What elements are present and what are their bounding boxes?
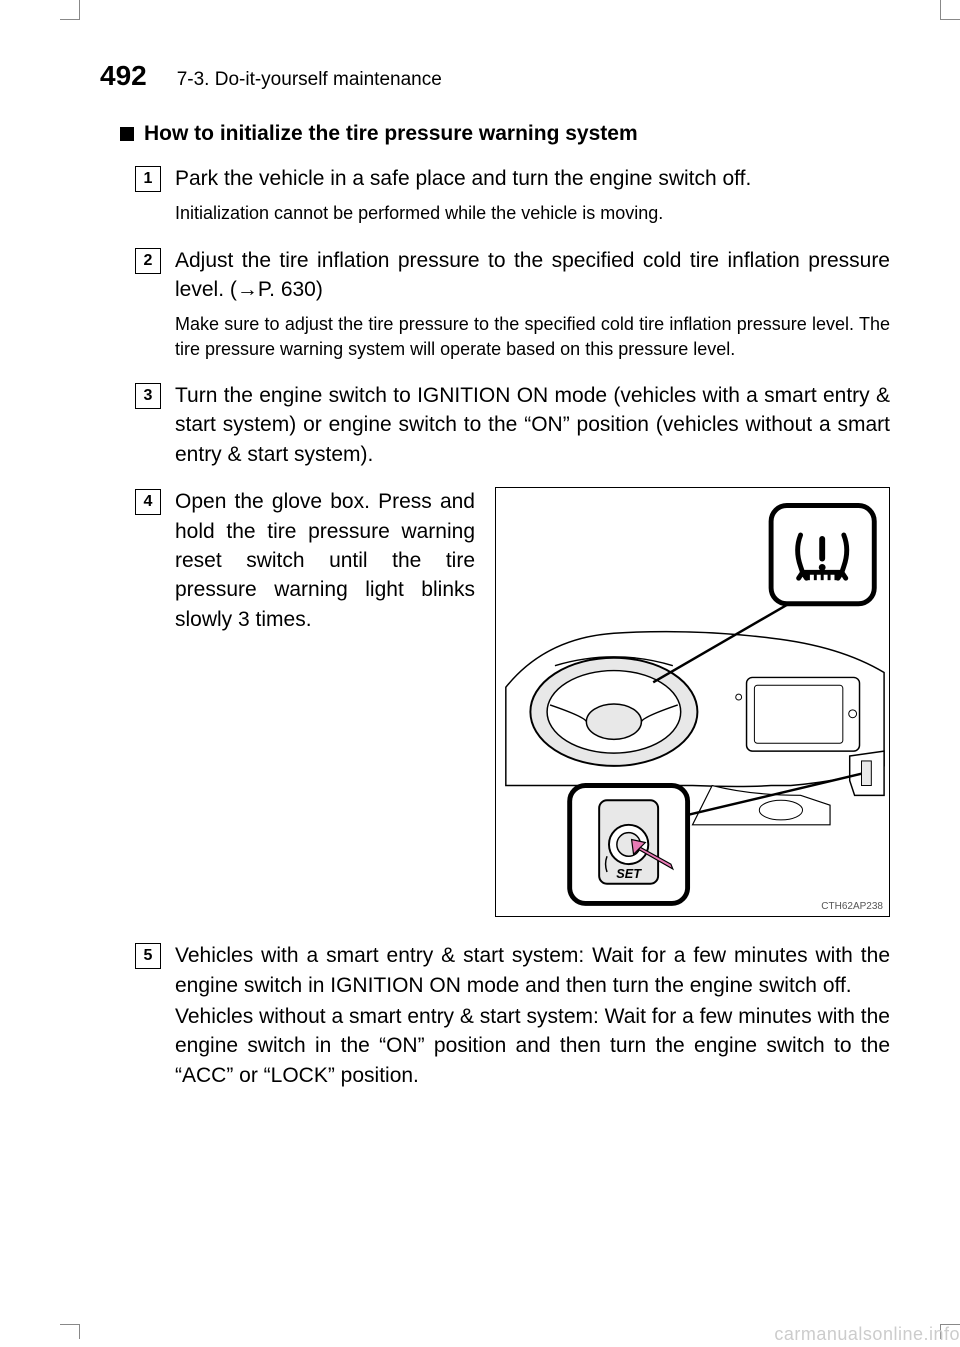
step-note: Initialization cannot be performed while… (175, 201, 890, 225)
step-2: 2 Adjust the tire inflation pressure to … (135, 246, 890, 375)
page-header: 492 7-3. Do-it-yourself maintenance (100, 60, 890, 92)
step-5: 5 Vehicles with a smart entry & start sy… (135, 941, 890, 1090)
square-bullet-icon (120, 127, 134, 141)
step-number-box: 1 (135, 166, 161, 192)
step-text: Vehicles without a smart entry & start s… (175, 1002, 890, 1090)
dashboard-svg: SET (496, 488, 889, 916)
page-number: 492 (100, 60, 147, 92)
dashboard-illustration: SET CTH62AP238 (495, 487, 890, 917)
step-note: Make sure to adjust the tire pressure to… (175, 312, 890, 361)
step-number-box: 5 (135, 943, 161, 969)
crop-mark (60, 0, 80, 20)
step-number-box: 2 (135, 248, 161, 274)
illustration-code: CTH62AP238 (821, 901, 883, 912)
step-number-box: 4 (135, 489, 161, 515)
step-number-box: 3 (135, 383, 161, 409)
set-button-label: SET (616, 866, 642, 881)
section-header: 7-3. Do-it-yourself maintenance (177, 69, 442, 91)
step-4: 4 Open the glove box. Press and hold the… (135, 487, 890, 917)
subsection-title: How to initialize the tire pressure warn… (100, 122, 890, 146)
crop-mark (60, 1324, 80, 1339)
step-text: Turn the engine switch to IGNITION ON mo… (175, 381, 890, 469)
step-3: 3 Turn the engine switch to IGNITION ON … (135, 381, 890, 469)
crop-mark (940, 0, 960, 20)
page-content: 492 7-3. Do-it-yourself maintenance How … (0, 0, 960, 1136)
step-text: Adjust the tire inflation pressure to th… (175, 246, 890, 305)
step-text: Park the vehicle in a safe place and tur… (175, 164, 890, 193)
subsection-title-text: How to initialize the tire pressure warn… (144, 122, 638, 146)
step-1: 1 Park the vehicle in a safe place and t… (135, 164, 890, 240)
step-text: Open the glove box. Press and hold the t… (175, 487, 475, 634)
watermark: carmanualsonline.info (774, 1324, 960, 1345)
step-text: Vehicles with a smart entry & start syst… (175, 941, 890, 1000)
